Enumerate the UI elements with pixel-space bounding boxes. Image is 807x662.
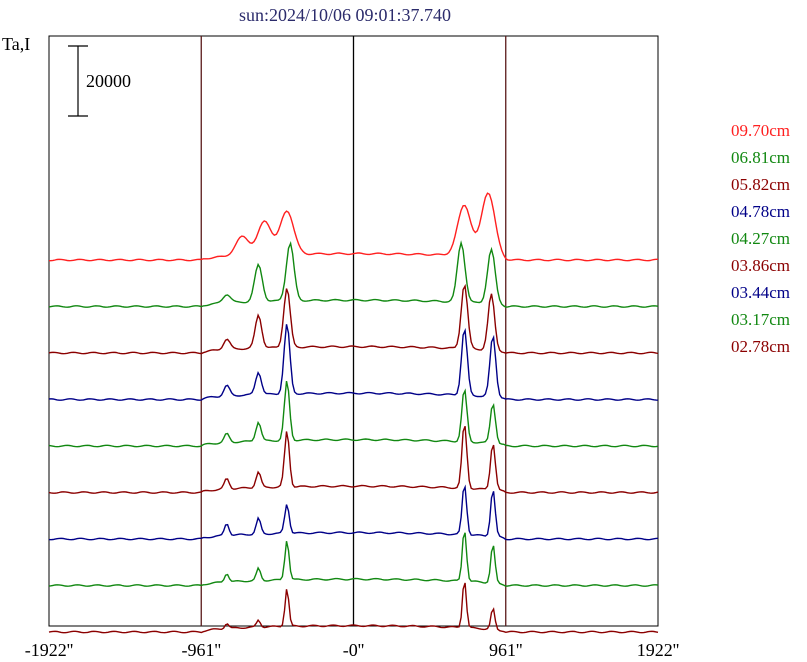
legend-entry: 06.81cm xyxy=(731,148,790,167)
scale-bar-label: 20000 xyxy=(86,71,131,91)
series-line-06.81cm xyxy=(48,240,659,308)
series-line-03.17cm xyxy=(48,532,659,587)
series-line-05.82cm xyxy=(48,283,659,355)
x-tick-label: 1922'' xyxy=(637,640,680,660)
legend-entry: 03.44cm xyxy=(731,283,790,302)
legend-entry: 02.78cm xyxy=(731,337,790,356)
legend-entry: 05.82cm xyxy=(731,175,790,194)
legend-entry: 03.86cm xyxy=(731,256,790,275)
x-tick-label: -0'' xyxy=(343,640,364,660)
legend-entry: 03.17cm xyxy=(731,310,790,329)
chart-title: sun:2024/10/06 09:01:37.740 xyxy=(239,5,451,25)
x-tick-label: -961'' xyxy=(182,640,221,660)
y-axis-label: Ta,I xyxy=(2,34,30,54)
series-lines xyxy=(48,192,659,634)
legend-entry: 04.27cm xyxy=(731,229,790,248)
legend: 09.70cm 06.81cm 05.82cm 04.78cm 04.27cm 03.86… xyxy=(731,121,790,356)
series-line-03.86cm xyxy=(48,425,659,494)
vertical-reference-lines xyxy=(200,36,507,626)
x-tick-labels: -1922'' -961'' -0'' 961'' 1922'' xyxy=(25,640,679,660)
series-line-03.44cm xyxy=(48,484,659,541)
scale-bar: 20000 xyxy=(68,45,131,117)
series-line-04.27cm xyxy=(48,380,659,448)
series-line-04.78cm xyxy=(48,324,659,401)
x-tick-label: -1922'' xyxy=(25,640,73,660)
series-line-09.70cm xyxy=(49,192,658,262)
series-line-02.78cm xyxy=(48,582,659,634)
legend-entry: 09.70cm xyxy=(731,121,790,140)
legend-entry: 04.78cm xyxy=(731,202,790,221)
x-tick-label: 961'' xyxy=(489,640,523,660)
